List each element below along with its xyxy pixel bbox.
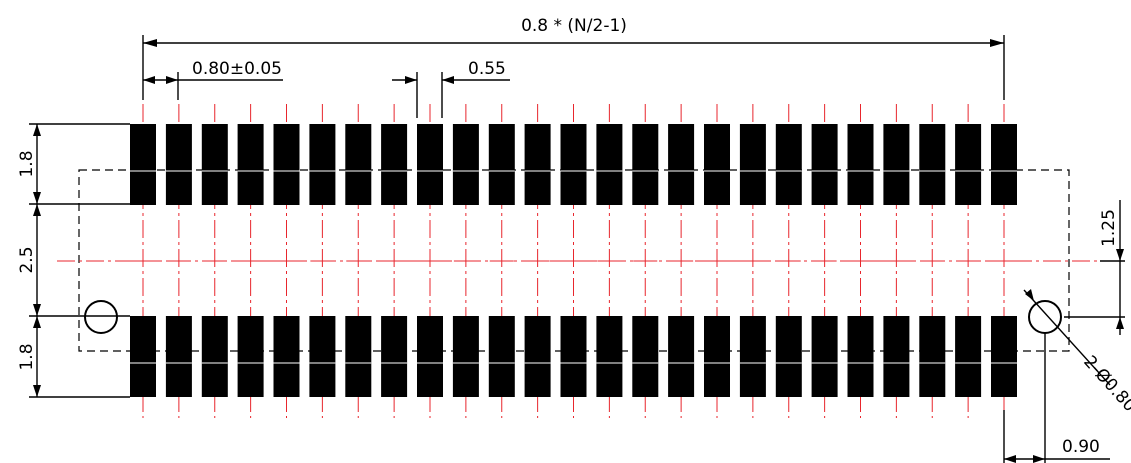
top-pad [919,124,946,205]
pad-width-label: 0.55 [468,59,506,79]
overall-width-label: 0.8 * (N/2-1) [521,16,627,36]
hole-offset-y-label: 1.25 [1099,209,1119,247]
top-pad [165,124,192,205]
bottom-pad [739,316,766,397]
top-pad-length-label: 1.8 [17,150,37,177]
bottom-pad [452,316,479,397]
left-vertical-dimensions: 1.8 2.5 1.8 [17,123,130,398]
hole-offset-x-label: 0.90 [1062,437,1100,457]
bottom-pad [668,316,695,397]
bottom-pad [919,316,946,397]
row-gap-label: 2.5 [17,246,37,273]
bottom-pad [632,316,659,397]
top-pad [847,124,874,205]
top-pad [237,124,264,205]
top-pad [130,124,156,205]
overall-width-dimension: 0.8 * (N/2-1) [142,16,1005,100]
hole-offset-y-dimension: 1.25 [1064,200,1125,335]
top-pad [273,124,300,205]
top-pad [596,124,623,205]
top-pad [632,124,659,205]
top-pad [775,124,802,205]
bottom-pad [775,316,802,397]
hole-diameter-label: 2-Ø0.80 [1079,352,1131,416]
bottom-pad [165,316,192,397]
bottom-pad [991,316,1017,397]
top-pad [991,124,1017,205]
bottom-pad [704,316,730,397]
top-pad [560,124,587,205]
bottom-pad [847,316,874,397]
top-pad [452,124,479,205]
mounting-hole-right [1028,300,1062,334]
bottom-pad [309,316,336,397]
bottom-pad [273,316,300,397]
bottom-pad [130,316,156,397]
bottom-pad [201,316,228,397]
bottom-pad [596,316,623,397]
mounting-hole-left [84,300,118,334]
bottom-pad [417,316,443,397]
pitch-label: 0.80±0.05 [192,59,282,79]
bottom-pad [524,316,551,397]
bottom-pad-length-label: 1.8 [17,343,37,370]
top-pad [488,124,515,205]
top-pad [345,124,372,205]
top-pad [704,124,730,205]
bottom-pad [345,316,372,397]
top-pad [201,124,228,205]
top-pad [955,124,982,205]
bottom-pad [237,316,264,397]
pitch-dimension: 0.80±0.05 [143,59,283,100]
top-pad [381,124,408,205]
top-pad [811,124,838,205]
top-pad [309,124,336,205]
top-pad [739,124,766,205]
hole-offset-x-dimension: 0.90 [1003,333,1110,463]
hole-diameter-callout: 2-Ø0.80 [1023,289,1131,416]
pad-width-dimension: 0.55 [392,59,510,118]
top-pad-row [130,124,1017,205]
bottom-pad [560,316,587,397]
bottom-pad-row [130,316,1017,397]
top-pad [524,124,551,205]
top-pad [668,124,695,205]
bottom-pad [883,316,910,397]
top-pad [883,124,910,205]
bottom-pad [381,316,408,397]
top-pad [417,124,443,205]
bottom-pad [955,316,982,397]
bottom-pad [811,316,838,397]
bottom-pad [488,316,515,397]
